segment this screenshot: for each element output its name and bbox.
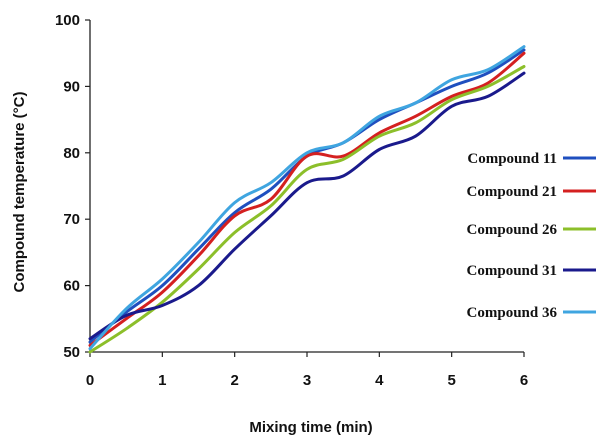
y-tick-label: 70 [63,211,80,228]
x-tick-label: 5 [447,372,455,389]
legend-label: Compound 31 [467,263,557,279]
legend-label: Compound 21 [467,184,557,200]
legend-label: Compound 11 [467,151,557,167]
legend: Compound 11 Compound 21 Compound 26 Compoun… [467,151,596,321]
series-line-compound-26 [88,65,526,354]
legend-label: Compound 26 [467,222,558,238]
series-line-compound-36 [88,45,526,351]
x-axis-title: Mixing time (min) [249,419,372,436]
y-tick-label: 90 [63,78,80,95]
x-tick-label: 6 [520,372,528,389]
x-tick-label: 4 [375,372,384,389]
ticks: 50 60 70 80 90 100 0 1 2 3 4 5 6 [55,12,528,389]
series-line-compound-21 [88,51,526,347]
x-tick-label: 3 [303,372,311,389]
x-tick-label: 0 [86,372,94,389]
y-axis-title: Compound temperature (°C) [11,91,28,292]
axes [89,20,524,353]
legend-label: Compound 36 [467,305,558,321]
x-tick-label: 2 [230,372,238,389]
y-tick-label: 50 [63,344,80,361]
series-lines [88,45,526,354]
y-tick-label: 100 [55,12,80,29]
y-tick-label: 80 [63,145,80,162]
x-tick-label: 1 [158,372,166,389]
y-tick-label: 60 [63,278,80,295]
series-line-compound-31 [88,71,526,341]
